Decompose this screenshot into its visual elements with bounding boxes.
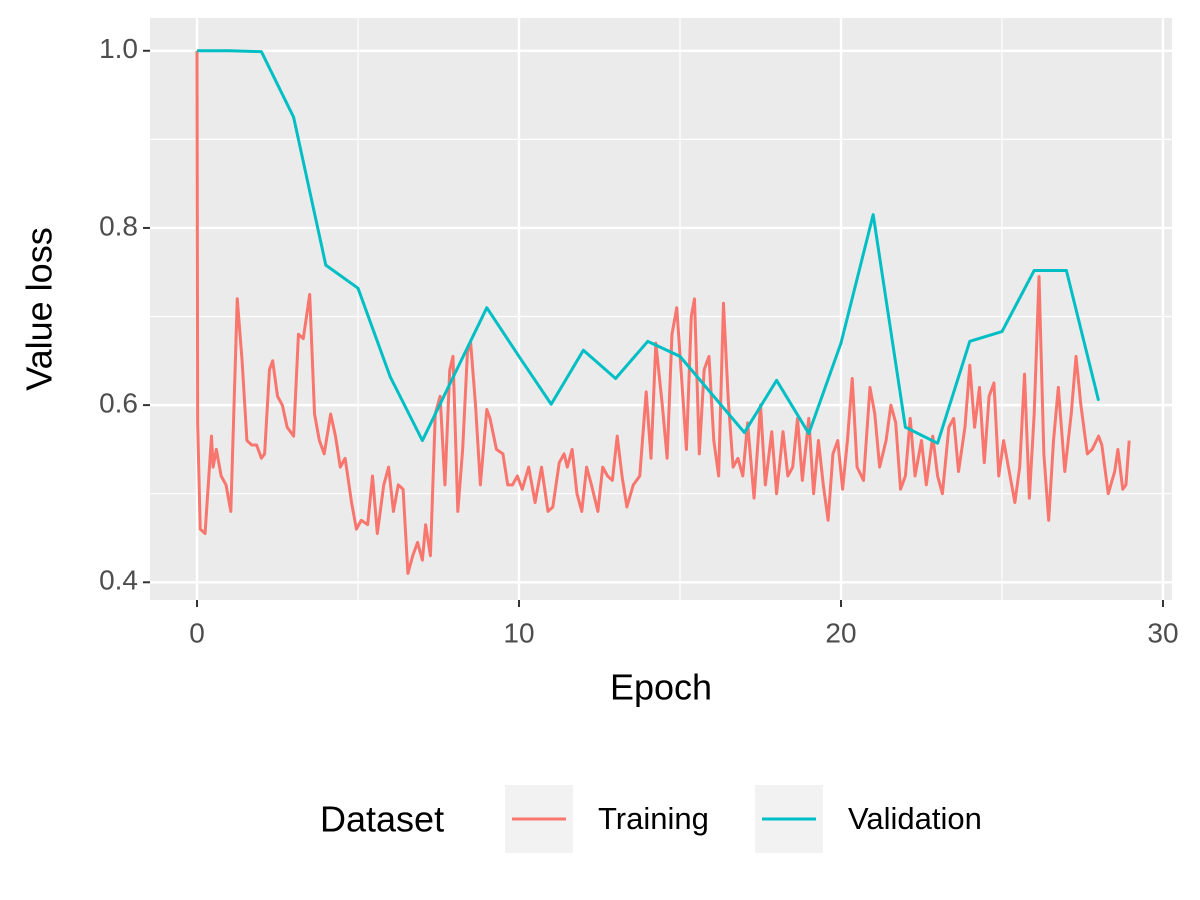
x-tick-label: 0 [189, 617, 205, 648]
y-tick-label: 0.8 [99, 210, 138, 241]
y-axis-title: Value loss [19, 227, 60, 390]
x-tick-label: 20 [825, 617, 856, 648]
x-tick-label: 30 [1147, 617, 1178, 648]
y-tick-label: 1.0 [99, 33, 138, 64]
legend-label: Validation [848, 801, 982, 836]
legend-title: Dataset [320, 799, 444, 840]
series-line [197, 49, 1101, 445]
y-tick-label: 0.4 [99, 565, 138, 596]
legend-label: Training [598, 801, 709, 836]
y-tick-label: 0.6 [99, 388, 138, 419]
panel [150, 18, 1172, 600]
series-line [195, 50, 1131, 575]
x-tick-label: 10 [503, 617, 534, 648]
grid [150, 18, 1172, 600]
x-axis-title: Epoch [610, 667, 712, 708]
lines [195, 49, 1131, 575]
legend: Training Validation [505, 785, 982, 853]
